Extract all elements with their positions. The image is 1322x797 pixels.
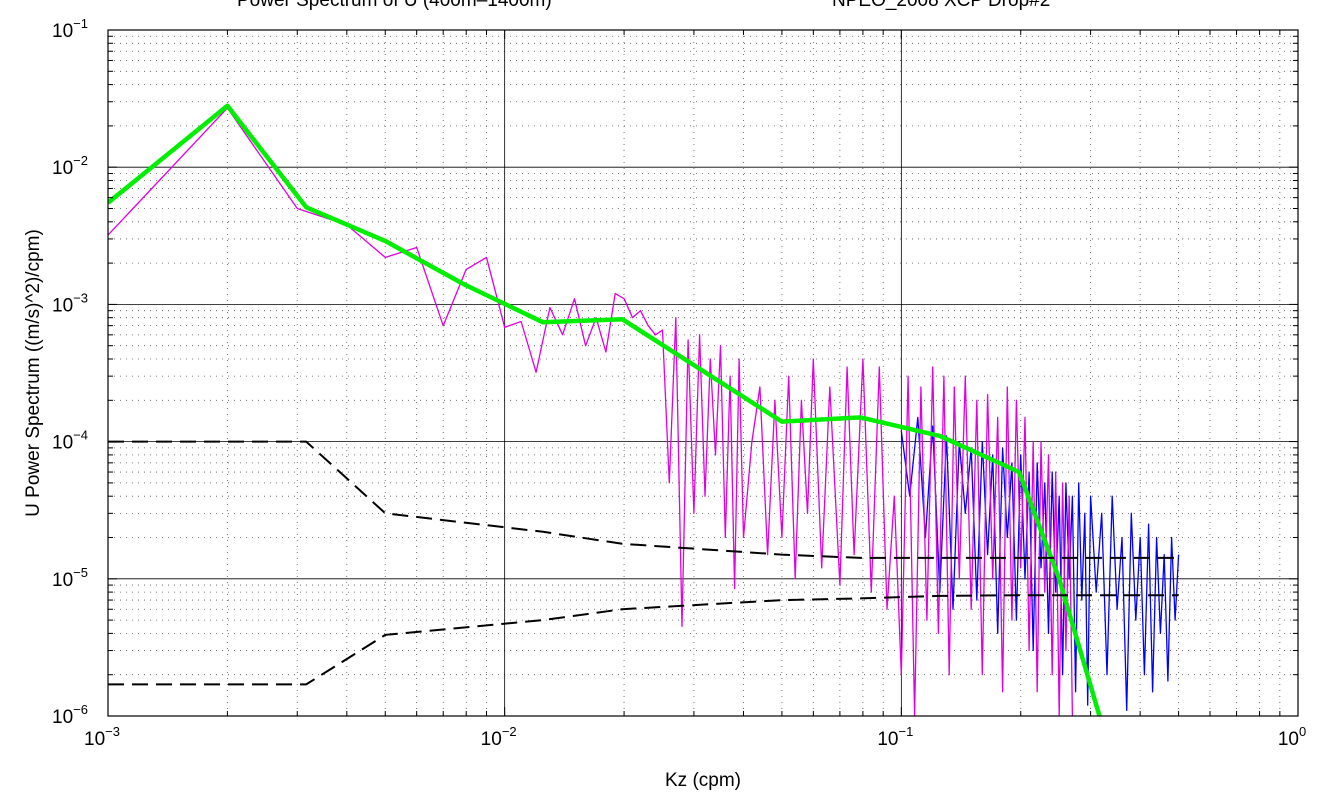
y-tick-label: 10−5 (52, 565, 88, 591)
series-upper-bound-dashed-line (108, 440, 1179, 559)
series-green-smoothed-line (108, 103, 1102, 716)
y-tick-label: 10−1 (52, 16, 88, 42)
y-tick-label: 10−3 (52, 290, 88, 316)
y-tick-label: 10−6 (52, 702, 88, 728)
series-magenta-line (108, 107, 1074, 716)
chart-subtitle: NPEO_2008 XCP Drop#2 (832, 0, 1050, 11)
x-tick-label: 10−1 (877, 724, 913, 750)
x-tick-label: 10−2 (481, 724, 517, 750)
x-axis-label: Kz (cpm) (665, 770, 741, 791)
x-tick-label: 10−3 (84, 724, 120, 750)
y-tick-labels: 10−6 10−5 10−4 10−3 10−2 10−1 (52, 16, 88, 728)
chart-title: Power Spectrum of U (400m–1400m) (237, 0, 552, 11)
y-tick-label: 10−2 (52, 153, 88, 179)
plot-frame (107, 29, 1299, 717)
series-lower-bound-dashed-line (108, 594, 1179, 686)
series-layer (108, 103, 1180, 716)
ticks-layer (107, 29, 1299, 717)
x-tick-labels: 10−3 10−2 10−1 100 (84, 724, 1306, 750)
x-tick-label: 100 (1278, 724, 1306, 750)
minor-grid (108, 30, 1298, 716)
y-tick-label: 10−4 (52, 428, 88, 454)
y-axis-label: U Power Spectrum ((m/s)^2)/cpm) (23, 229, 44, 517)
